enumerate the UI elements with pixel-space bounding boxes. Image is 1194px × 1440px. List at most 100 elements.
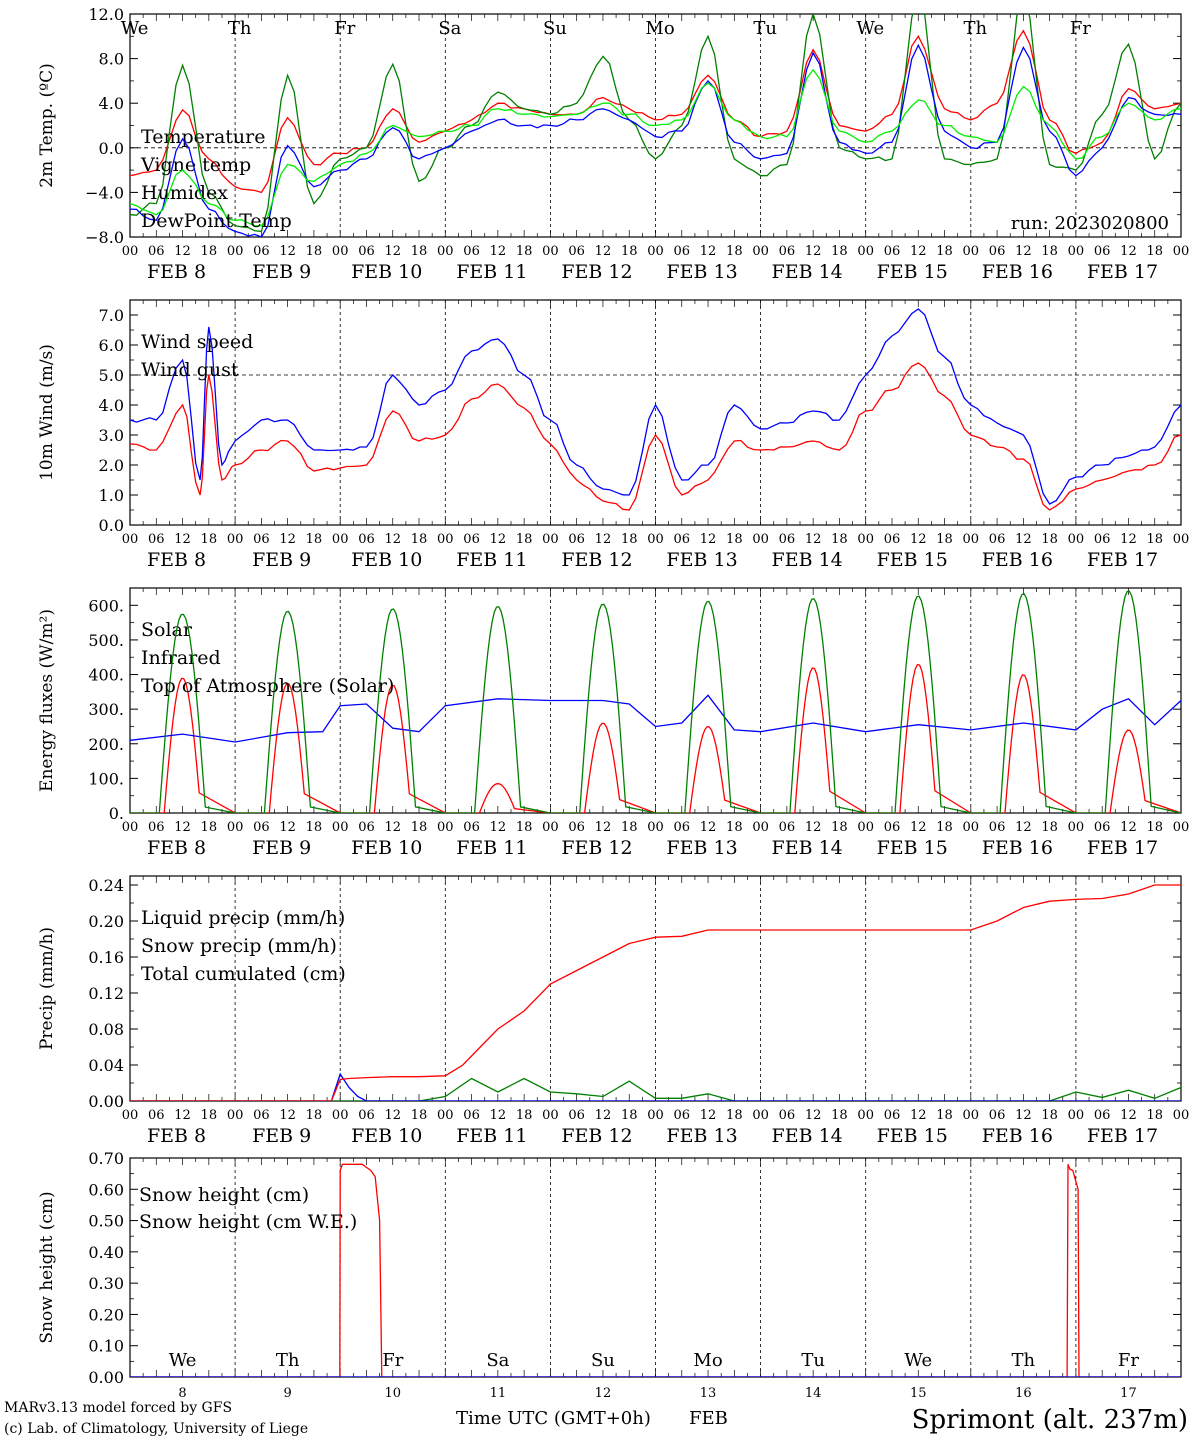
x-date-label: FEB 8 xyxy=(147,261,206,283)
y-tick-label: 0.0 xyxy=(99,139,124,158)
series-line-3 xyxy=(130,590,1181,813)
y-tick-label: 8.0 xyxy=(99,50,124,69)
x-hour-label: 12 xyxy=(1015,1108,1032,1123)
x-date-label: FEB 11 xyxy=(456,837,527,859)
x-hour-label: 12 xyxy=(490,1108,507,1123)
bottom-day-label: Mo xyxy=(693,1350,722,1371)
top-day-label: Tu xyxy=(753,18,777,39)
x-hour-label: 06 xyxy=(463,820,480,835)
panel-2: 7.0 6.0 5.0 4.0 3.0 2.0 1.0 0.0 10m Wind (m/s) Wi… xyxy=(37,299,1190,571)
y-tick-label: 0.00 xyxy=(88,1368,124,1387)
x-hour-label: 12 xyxy=(174,1108,191,1123)
x-hour-label: 06 xyxy=(358,1108,375,1123)
x-date-label: FEB 10 xyxy=(351,837,422,859)
x-hour-label: 00 xyxy=(857,1108,874,1123)
series-line-1 xyxy=(130,29,1181,194)
x-hour-label: 00 xyxy=(857,532,874,547)
x-hour-label: 12 xyxy=(805,244,822,259)
bottom-day-label: We xyxy=(904,1350,932,1371)
x-hour-label: 00 xyxy=(437,1108,454,1123)
y-axis-label: Snow height (cm) xyxy=(37,1191,57,1343)
x-hour-label: 06 xyxy=(253,1108,270,1123)
x-hour-label: 18 xyxy=(621,244,638,259)
y-tick-label: 4.0 xyxy=(99,94,124,113)
y-tick-label: 0.0 xyxy=(99,516,124,535)
x-hour-label: 18 xyxy=(411,1108,428,1123)
x-hour-label: 00 xyxy=(227,244,244,259)
bottom-day-label: Sa xyxy=(486,1350,509,1371)
legend-entry: Solar xyxy=(141,619,193,641)
y-tick-label: 0.50 xyxy=(88,1212,124,1231)
x-hour-label: 12 xyxy=(1120,244,1137,259)
y-tick-label: 400. xyxy=(88,666,124,685)
x-date-label: FEB 8 xyxy=(147,1125,206,1147)
y-tick-label: 7.0 xyxy=(99,306,124,325)
x-hour-label: 00 xyxy=(963,1108,980,1123)
x-hour-label: 06 xyxy=(884,532,901,547)
x-hour-label: 06 xyxy=(1094,1108,1111,1123)
legend-entry: Humidex xyxy=(141,182,228,204)
x-hour-label: 18 xyxy=(306,1108,323,1123)
x-hour-label: 18 xyxy=(726,1108,743,1123)
x-hour-label: 18 xyxy=(831,820,848,835)
legend-entry: Snow precip (mm/h) xyxy=(141,935,337,957)
y-tick-label: 1.0 xyxy=(99,486,124,505)
x-hour-label: 18 xyxy=(1146,1108,1163,1123)
top-day-label: Fr xyxy=(1070,18,1091,39)
x-date-label: FEB 14 xyxy=(772,261,843,283)
x-date-label: FEB 9 xyxy=(252,837,311,859)
legend-entry: Top of Atmosphere (Solar) xyxy=(141,675,394,697)
x-hour-label: 18 xyxy=(516,532,533,547)
x-hour-label: 18 xyxy=(306,532,323,547)
x-hour-label: 00 xyxy=(542,244,559,259)
x-hour-label: 00 xyxy=(122,244,139,259)
x-hour-label: 06 xyxy=(884,820,901,835)
x-hour-label: 00 xyxy=(647,1108,664,1123)
x-date-label: FEB 15 xyxy=(877,549,948,571)
y-tick-label: 100. xyxy=(88,769,124,788)
x-date-label: FEB 13 xyxy=(666,261,737,283)
x-date-label: FEB 11 xyxy=(456,261,527,283)
panel-1: 12.0 8.0 4.0 0.0 −4.0 −8.0 2m Temp. (ºC) Temper… xyxy=(37,5,1189,283)
x-hour-label: 18 xyxy=(1146,820,1163,835)
x-date-label: FEB 14 xyxy=(772,549,843,571)
x-date-label: FEB 17 xyxy=(1087,837,1158,859)
x-hour-label: 06 xyxy=(568,1108,585,1123)
x-hour-label: 18 xyxy=(201,244,218,259)
top-day-label: Mo xyxy=(645,18,674,39)
x-hour-label: 00 xyxy=(1173,820,1190,835)
x-hour-label: 12 xyxy=(1015,820,1032,835)
x-hour-label: 06 xyxy=(779,532,796,547)
plot-frame xyxy=(129,587,1182,814)
x-hour-label: 00 xyxy=(437,532,454,547)
x-hour-label: 06 xyxy=(989,820,1006,835)
x-date-label: FEB 13 xyxy=(666,549,737,571)
x-hour-label: 18 xyxy=(831,244,848,259)
x-hour-label: 00 xyxy=(1068,1108,1085,1123)
top-day-label: We xyxy=(856,18,884,39)
x-hour-label: 00 xyxy=(437,820,454,835)
bottom-date-number: 10 xyxy=(384,1386,401,1401)
x-hour-label: 12 xyxy=(595,532,612,547)
x-hour-label: 00 xyxy=(437,244,454,259)
x-hour-label: 00 xyxy=(1173,532,1190,547)
x-hour-label: 06 xyxy=(1094,244,1111,259)
x-hour-label: 06 xyxy=(884,1108,901,1123)
x-hour-label: 00 xyxy=(227,532,244,547)
y-tick-label: 0.16 xyxy=(88,948,124,967)
x-hour-label: 12 xyxy=(1015,532,1032,547)
x-hour-label: 00 xyxy=(1068,244,1085,259)
y-tick-label: 0.00 xyxy=(88,1092,124,1111)
x-hour-label: 00 xyxy=(752,820,769,835)
credit-model: MARv3.13 model forced by GFS xyxy=(4,1400,232,1416)
x-hour-label: 00 xyxy=(122,820,139,835)
x-date-label: FEB 8 xyxy=(147,549,206,571)
x-hour-label: 18 xyxy=(201,532,218,547)
x-date-label: FEB 16 xyxy=(982,837,1053,859)
x-hour-label: 12 xyxy=(1015,244,1032,259)
y-tick-label: 4.0 xyxy=(99,396,124,415)
x-hour-label: 18 xyxy=(1146,532,1163,547)
x-hour-label: 06 xyxy=(358,532,375,547)
x-hour-label: 00 xyxy=(752,532,769,547)
x-date-label: FEB 14 xyxy=(772,1125,843,1147)
